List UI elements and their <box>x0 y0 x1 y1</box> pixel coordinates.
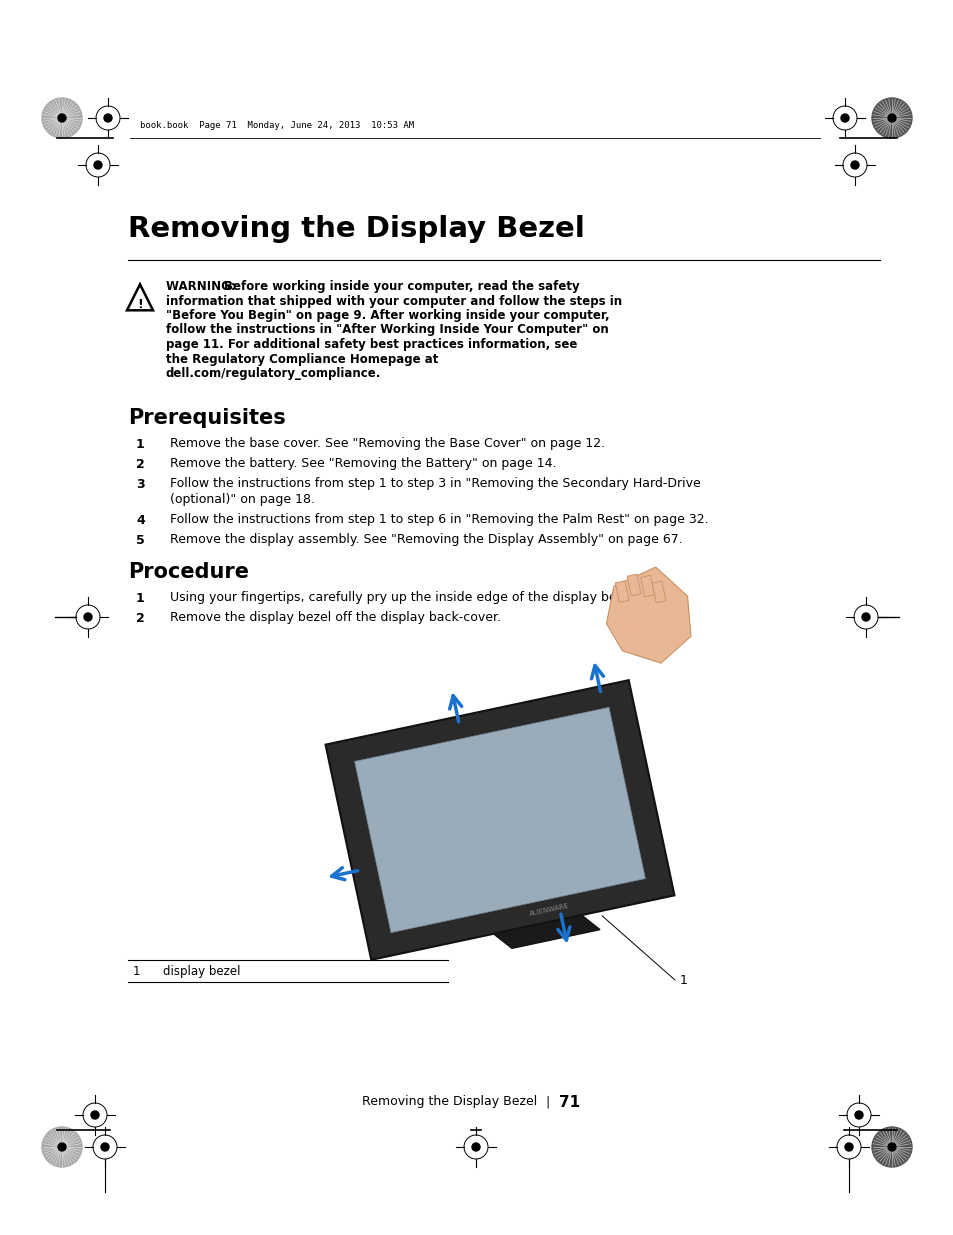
Circle shape <box>844 1144 852 1151</box>
Ellipse shape <box>871 98 911 138</box>
Polygon shape <box>355 708 644 932</box>
Text: Remove the display assembly. See "Removing the Display Assembly" on page 67.: Remove the display assembly. See "Removi… <box>170 534 682 547</box>
Text: page 11. For additional safety best practices information, see: page 11. For additional safety best prac… <box>166 338 577 351</box>
Text: 2: 2 <box>136 611 145 625</box>
Circle shape <box>58 114 66 122</box>
Text: dell.com/regulatory_compliance.: dell.com/regulatory_compliance. <box>166 367 381 380</box>
Ellipse shape <box>42 1128 82 1167</box>
Text: 1: 1 <box>136 592 145 604</box>
Text: Follow the instructions from step 1 to step 6 in "Removing the Palm Rest" on pag: Follow the instructions from step 1 to s… <box>170 514 708 526</box>
Ellipse shape <box>42 98 82 138</box>
Text: 4: 4 <box>136 514 145 526</box>
Text: 5: 5 <box>136 534 145 547</box>
Text: 1: 1 <box>132 965 140 978</box>
Text: the Regulatory Compliance Homepage at: the Regulatory Compliance Homepage at <box>166 352 438 366</box>
Polygon shape <box>626 574 640 595</box>
Text: Remove the battery. See "Removing the Battery" on page 14.: Remove the battery. See "Removing the Ba… <box>170 457 556 471</box>
Circle shape <box>91 1112 99 1119</box>
Text: Using your fingertips, carefully pry up the inside edge of the display bezel.: Using your fingertips, carefully pry up … <box>170 592 638 604</box>
Polygon shape <box>652 582 665 603</box>
Text: 3: 3 <box>136 478 145 490</box>
Text: Before working inside your computer, read the safety: Before working inside your computer, rea… <box>224 280 579 293</box>
Text: |: | <box>544 1095 549 1108</box>
Polygon shape <box>606 567 690 663</box>
Text: !: ! <box>137 298 143 310</box>
Text: 1: 1 <box>679 973 687 987</box>
Text: ALIENWARE: ALIENWARE <box>529 903 570 916</box>
Circle shape <box>887 114 895 122</box>
Text: 71: 71 <box>558 1095 579 1110</box>
Circle shape <box>841 114 848 122</box>
Text: information that shipped with your computer and follow the steps in: information that shipped with your compu… <box>166 294 621 308</box>
Circle shape <box>101 1144 109 1151</box>
Circle shape <box>94 161 102 169</box>
Circle shape <box>472 1144 479 1151</box>
Circle shape <box>887 1144 895 1151</box>
Text: WARNING:: WARNING: <box>166 280 244 293</box>
Text: Removing the Display Bezel: Removing the Display Bezel <box>128 215 584 243</box>
Polygon shape <box>325 680 674 960</box>
Ellipse shape <box>871 1128 911 1167</box>
Text: Prerequisites: Prerequisites <box>128 408 286 427</box>
Text: "Before You Begin" on page 9. After working inside your computer,: "Before You Begin" on page 9. After work… <box>166 309 609 322</box>
Text: Remove the base cover. See "Removing the Base Cover" on page 12.: Remove the base cover. See "Removing the… <box>170 437 604 451</box>
Circle shape <box>84 613 91 621</box>
Text: Remove the display bezel off the display back-cover.: Remove the display bezel off the display… <box>170 611 500 625</box>
Text: 1: 1 <box>136 437 145 451</box>
Polygon shape <box>640 576 654 597</box>
Text: book.book  Page 71  Monday, June 24, 2013  10:53 AM: book.book Page 71 Monday, June 24, 2013 … <box>140 121 414 130</box>
Polygon shape <box>615 580 628 603</box>
Circle shape <box>862 613 869 621</box>
Circle shape <box>854 1112 862 1119</box>
Text: Follow the instructions from step 1 to step 3 in "Removing the Secondary Hard-Dr: Follow the instructions from step 1 to s… <box>170 478 700 490</box>
Polygon shape <box>493 915 599 948</box>
Circle shape <box>104 114 112 122</box>
Text: Procedure: Procedure <box>128 562 249 582</box>
Circle shape <box>850 161 858 169</box>
Text: Removing the Display Bezel: Removing the Display Bezel <box>361 1095 537 1108</box>
Text: display bezel: display bezel <box>163 965 240 978</box>
Text: (optional)" on page 18.: (optional)" on page 18. <box>170 494 314 506</box>
Circle shape <box>58 1144 66 1151</box>
Text: follow the instructions in "After Working Inside Your Computer" on: follow the instructions in "After Workin… <box>166 324 608 336</box>
Text: 2: 2 <box>136 457 145 471</box>
